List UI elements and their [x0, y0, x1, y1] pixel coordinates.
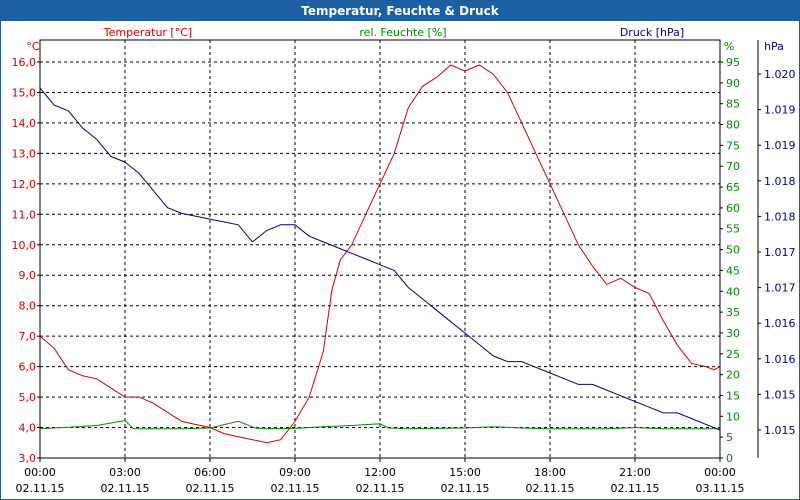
humidity-tick-label: 60 [726, 202, 740, 215]
humidity-tick-label: 30 [726, 327, 740, 340]
temperature-tick-label: 10,0 [12, 239, 37, 252]
temperature-tick-label: 6,0 [19, 361, 37, 374]
temperature-tick-label: 9,0 [19, 269, 37, 282]
pressure-tick-label: 1.016 [764, 353, 796, 366]
pressure-tick-label: 1.017 [764, 282, 796, 295]
pressure-tick-label: 1.018 [764, 210, 796, 223]
temperature-tick-label: 15,0 [12, 86, 37, 99]
pressure-tick-label: 1.020 [764, 68, 796, 81]
pressure-tick-label: 1.018 [764, 175, 796, 188]
temperature-tick-label: 13,0 [12, 147, 37, 160]
humidity-tick-label: 15 [726, 389, 740, 402]
humidity-tick-label: 35 [726, 306, 740, 319]
chart-axes: 3,0 4,0 5,0 6,0 7,0 8,0 9,0 10,0 11,0 12,0 13,0 14,… [12, 39, 796, 495]
humidity-tick-label: 40 [726, 285, 740, 298]
pressure-tick-label: 1.019 [764, 104, 796, 117]
humidity-tick-label: 90 [726, 77, 740, 90]
pressure-tick-label: 1.017 [764, 246, 796, 259]
humidity-tick-label: 25 [726, 348, 740, 361]
humidity-series-line [39, 419, 720, 430]
x-tick-date-label: 02.11.15 [186, 482, 235, 495]
x-tick-date-label: 02.11.15 [611, 482, 660, 495]
x-tick-date-label: 02.11.15 [101, 482, 150, 495]
x-tick-time-label: 15:00 [449, 466, 481, 479]
chart-title: Temperatur, Feuchte & Druck [1, 1, 799, 21]
x-tick-date-label: 02.11.15 [526, 482, 575, 495]
pressure-series-line [39, 87, 721, 431]
x-tick-time-label: 06:00 [194, 466, 226, 479]
humidity-tick-label: 75 [726, 139, 740, 152]
humidity-tick-label: 20 [726, 369, 740, 382]
x-tick-date-label: 02.11.15 [441, 482, 490, 495]
temperature-tick-label: 16,0 [12, 56, 37, 69]
temperature-axis-label: Temperatur [°C] [103, 26, 192, 39]
humidity-tick-label: 55 [726, 223, 740, 236]
humidity-tick-label: 0 [726, 452, 733, 465]
humidity-unit-label: % [724, 40, 734, 53]
temperature-tick-label: 12,0 [12, 178, 37, 191]
pressure-tick-label: 1.015 [764, 424, 796, 437]
x-tick-time-label: 00:00 [704, 466, 736, 479]
temperature-tick-label: 14,0 [12, 117, 37, 130]
temperature-tick-label: 5,0 [19, 391, 37, 404]
chart-series [39, 64, 721, 444]
temperature-tick-label: 7,0 [19, 330, 37, 343]
temperature-tick-label: 11,0 [12, 208, 37, 221]
humidity-tick-label: 50 [726, 244, 740, 257]
pressure-tick-label: 1.016 [764, 317, 796, 330]
pressure-tick-label: 1.019 [764, 139, 796, 152]
pressure-tick-label: 1.015 [764, 388, 796, 401]
x-tick-time-label: 09:00 [279, 466, 311, 479]
x-tick-time-label: 21:00 [619, 466, 651, 479]
humidity-tick-label: 5 [726, 431, 733, 444]
humidity-tick-label: 80 [726, 119, 740, 132]
humidity-tick-label: 95 [726, 56, 740, 69]
humidity-tick-label: 70 [726, 160, 740, 173]
x-tick-date-label: 03.11.15 [696, 482, 745, 495]
x-tick-time-label: 00:00 [24, 466, 56, 479]
humidity-tick-label: 65 [726, 181, 740, 194]
humidity-tick-label: 45 [726, 264, 740, 277]
x-tick-time-label: 18:00 [534, 466, 566, 479]
temperature-series-line [39, 64, 721, 444]
temperature-tick-label: 8,0 [19, 300, 37, 313]
x-tick-date-label: 02.11.15 [16, 482, 65, 495]
humidity-tick-label: 85 [726, 98, 740, 111]
chart-grid [40, 40, 720, 458]
humidity-axis-label: rel. Feuchte [%] [359, 26, 446, 39]
humidity-tick-label: 10 [726, 410, 740, 423]
x-tick-time-label: 12:00 [364, 466, 396, 479]
temperature-tick-label: 4,0 [19, 422, 37, 435]
x-tick-date-label: 02.11.15 [271, 482, 320, 495]
pressure-unit-label: hPa [764, 40, 784, 53]
temperature-unit-label: °C [26, 40, 40, 53]
pressure-axis-label: Druck [hPa] [620, 26, 684, 39]
chart-labels: Temperatur [°C] rel. Feuchte [%] Druck [… [26, 26, 784, 53]
temperature-tick-label: 3,0 [19, 452, 37, 465]
x-tick-date-label: 02.11.15 [356, 482, 405, 495]
x-tick-time-label: 03:00 [109, 466, 141, 479]
